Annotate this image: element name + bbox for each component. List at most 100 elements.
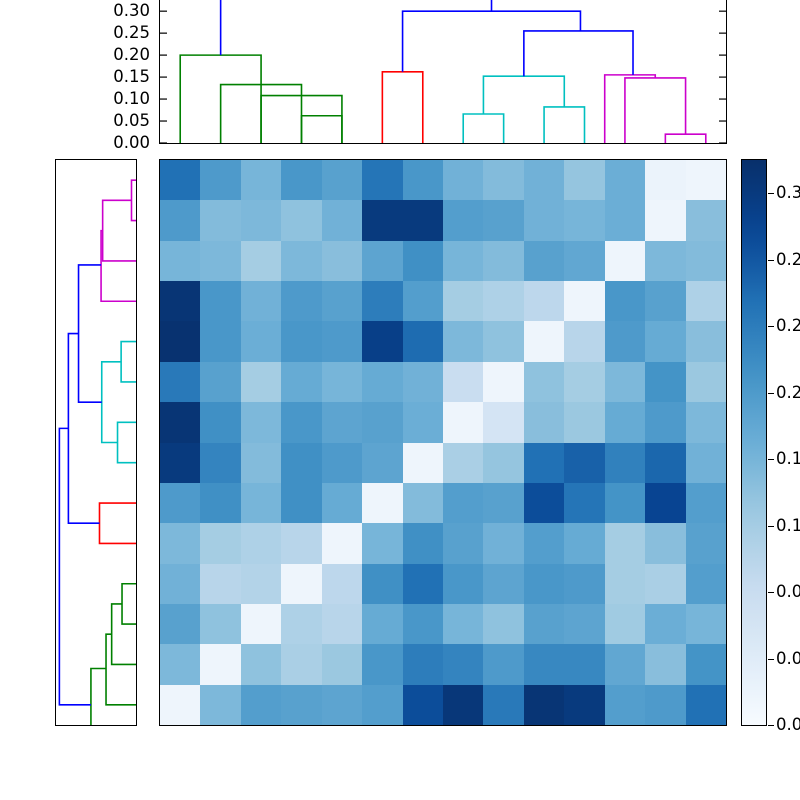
heatmap-cell [321,200,363,241]
heatmap-cell [281,402,322,443]
heatmap-cell [483,240,524,282]
heatmap-cell [362,442,403,483]
heatmap-cell [442,240,484,282]
heatmap-cell [645,361,686,403]
heatmap-cell [362,603,403,645]
heatmap-cell [362,563,403,604]
heatmap-cell [604,523,646,564]
dendrogram-link [219,83,303,143]
heatmap-cell [402,482,443,524]
heatmap-cell [564,684,605,725]
heatmap-cell [281,603,322,645]
dendrogram-link [300,114,343,143]
heatmap-cell [523,402,565,443]
heatmap-cell [402,563,443,604]
heatmap-cell [281,200,322,241]
heatmap-cell [685,442,726,483]
heatmap-cell [200,482,241,524]
heatmap-cell [402,603,443,645]
heatmap-cell [160,442,201,483]
heatmap-cell [645,281,686,322]
top-axis-tick-label: 0.25 [113,23,150,43]
heatmap-cell [645,160,686,201]
heatmap-cell [483,603,524,645]
heatmap-cell [523,160,565,201]
heatmap-cell [200,563,241,604]
colorbar-tick [768,392,774,394]
heatmap-cell [362,523,403,564]
heatmap-cell [564,644,605,685]
heatmap-cell [604,603,646,645]
colorbar-tick-label: 0.16 [776,449,800,469]
heatmap-cell [645,684,686,725]
heatmap-cell [160,603,201,645]
heatmap-cell [483,563,524,604]
heatmap-cell [442,442,484,483]
dendrogram-link [462,113,505,143]
heatmap-cell [200,321,241,362]
heatmap-cell [685,603,726,645]
heatmap-cell [483,321,524,362]
dendrogram-link [67,332,100,525]
heatmap-cell [685,200,726,241]
heatmap-cell [362,482,403,524]
top-dendrogram-axis: 0.000.050.100.150.200.250.300.35 [108,0,156,151]
heatmap-cell [240,563,282,604]
heatmap-cell [402,442,443,483]
dendrogram-link [523,30,634,77]
heatmap-cell [160,281,201,322]
heatmap-cell [442,684,484,725]
heatmap-cell [240,442,282,483]
dendrogram-link [664,133,707,143]
heatmap-cell [281,240,322,282]
colorbar-tick [768,459,774,461]
heatmap-cell [240,482,282,524]
heatmap-cell [483,644,524,685]
heatmap-cell [645,482,686,524]
heatmap-cell [645,644,686,685]
dendrogram-link [482,75,566,114]
heatmap-cell [442,603,484,645]
dendrogram-link [90,667,107,725]
heatmap-cell [362,200,403,241]
heatmap-grid [160,160,726,725]
heatmap-cell [442,482,484,524]
colorbar-tick-label: 0.24 [776,316,800,336]
heatmap-cell [240,321,282,362]
heatmap-cell [442,321,484,362]
heatmap-cell [321,442,363,483]
colorbar-tick-label: 0.32 [776,183,800,203]
heatmap-cell [321,523,363,564]
heatmap-cell [281,160,322,201]
colorbar-tick-label: 0.20 [776,382,800,402]
heatmap-cell [645,603,686,645]
heatmap-cell [604,200,646,241]
colorbar-tick-label: 0.04 [776,648,800,668]
heatmap-cell [402,160,443,201]
heatmap-cell [402,523,443,564]
heatmap-cell [200,402,241,443]
dendrogram-link [77,264,102,403]
colorbar-tick [768,525,774,527]
heatmap-cell [160,200,201,241]
heatmap-cell [281,644,322,685]
heatmap-cell [685,240,726,282]
top-axis-tick-label: 0.30 [113,1,150,21]
heatmap-cell [200,281,241,322]
heatmap-cell [483,684,524,725]
dendrogram-link [624,77,687,143]
heatmap-cell [160,523,201,564]
heatmap-cell [160,482,201,524]
heatmap-cell [604,281,646,322]
heatmap-cell [321,482,363,524]
heatmap-cell [442,361,484,403]
colorbar-tick [768,193,774,195]
heatmap-cell [483,523,524,564]
dendrogram-link [100,229,136,303]
heatmap-cell [523,563,565,604]
heatmap-cell [321,321,363,362]
heatmap-cell [442,563,484,604]
heatmap-cell [645,402,686,443]
heatmap-cell [564,321,605,362]
heatmap-cell [442,281,484,322]
